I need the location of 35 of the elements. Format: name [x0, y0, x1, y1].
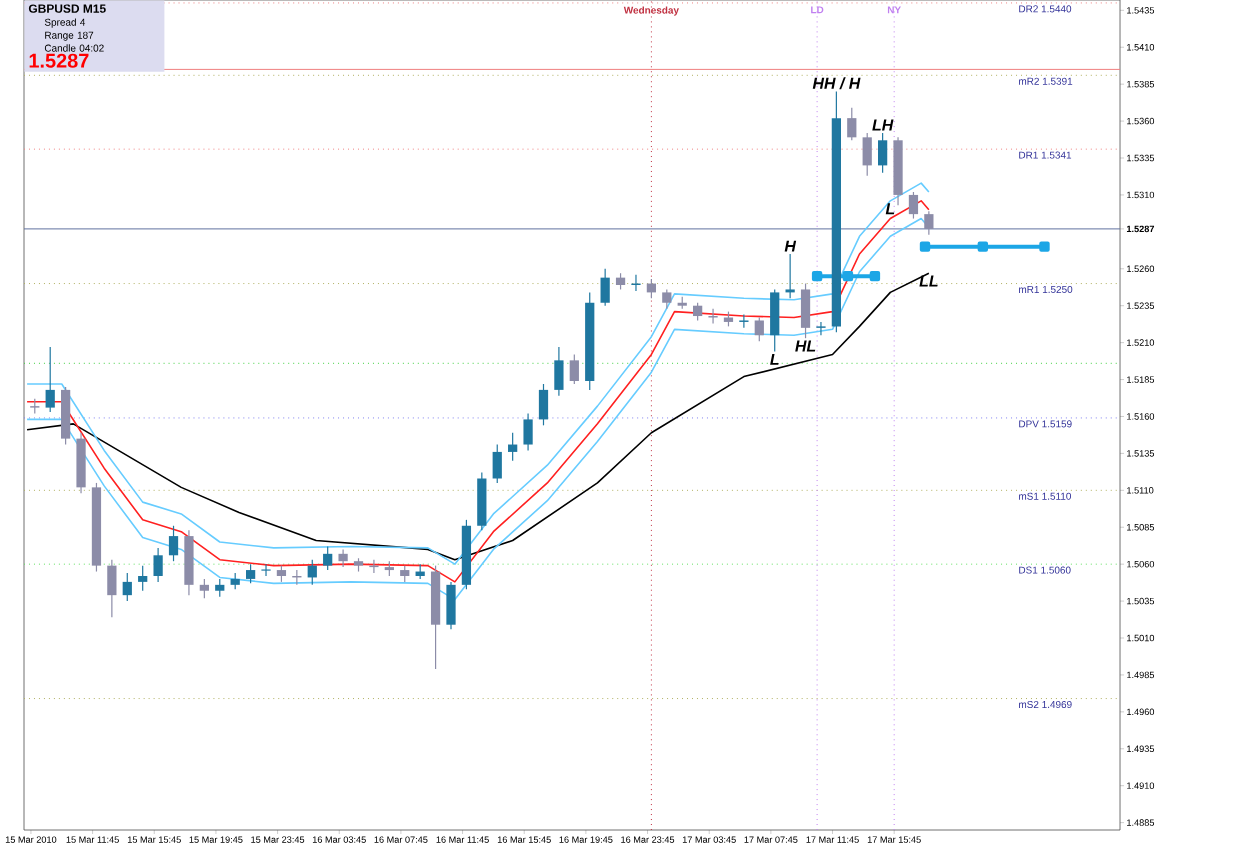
annotation: 1.5287: [29, 53, 89, 68]
candlestick: [153, 547, 163, 583]
candlestick: [908, 191, 919, 220]
candlestick: [138, 565, 148, 592]
candlestick: [554, 346, 564, 397]
candlestick: [662, 288, 672, 310]
candlestick: [338, 548, 348, 568]
candlestick: [708, 308, 718, 325]
candlestick: [245, 563, 256, 584]
candlestick: [477, 471, 487, 531]
candlestick: [739, 313, 749, 329]
candlestick: [492, 443, 502, 484]
candlestick: [107, 559, 117, 618]
candlestick: [800, 282, 811, 339]
candlestick: [508, 432, 518, 462]
candlestick: [122, 572, 132, 602]
candlestick: [847, 107, 857, 141]
candlestick: [785, 253, 795, 299]
candlestick: [323, 545, 333, 571]
candlestick: [770, 288, 780, 353]
candlestick: [569, 353, 579, 385]
candlestick: [862, 132, 872, 177]
candlestick: [307, 559, 317, 586]
candlestick: [924, 210, 934, 236]
candlestick: [600, 268, 610, 307]
candlestick: [754, 316, 764, 342]
candlestick: [260, 563, 272, 577]
candlestick: [538, 383, 549, 426]
candlestick: [168, 525, 179, 562]
candlestick: [878, 132, 888, 174]
candlestick: [816, 321, 826, 336]
candlestick: [45, 346, 55, 413]
candlestick: [199, 578, 209, 599]
candlestick: [523, 412, 533, 452]
candlestick: [446, 581, 456, 630]
